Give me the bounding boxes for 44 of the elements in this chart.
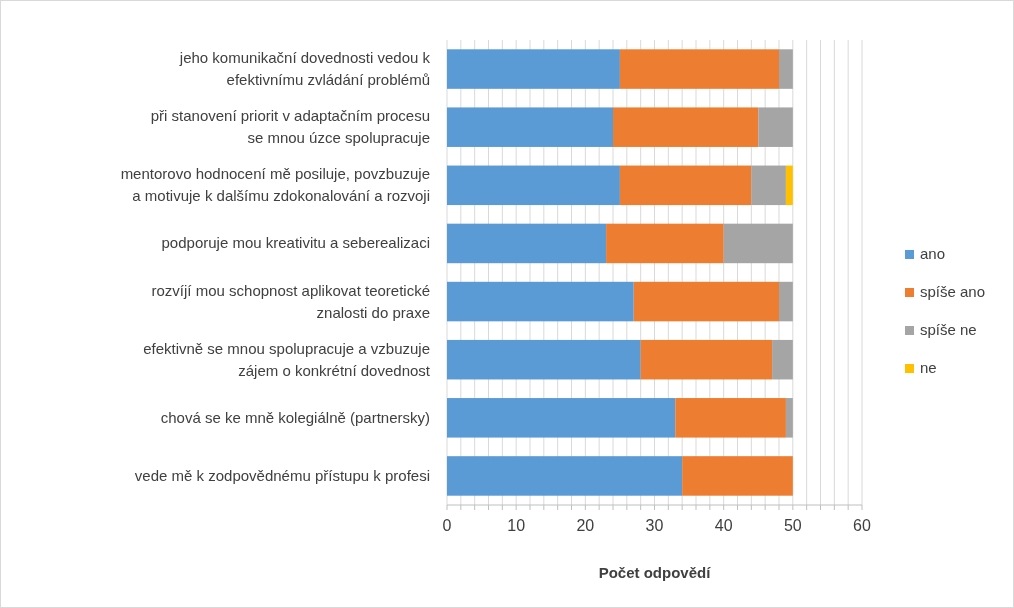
bar bbox=[447, 165, 620, 206]
bar bbox=[758, 107, 793, 147]
x-tick-label: 30 bbox=[645, 517, 664, 534]
x-tick-label: 60 bbox=[853, 517, 871, 534]
x-tick-label: 10 bbox=[507, 517, 526, 534]
bar bbox=[447, 281, 634, 322]
y-tick-label: jeho komunikační dovednosti vedou k efektivnímu zvládání problémů bbox=[178, 49, 431, 89]
x-tick-label: 40 bbox=[714, 517, 733, 534]
bar bbox=[447, 49, 620, 89]
bar bbox=[779, 281, 793, 322]
legend-label: ano bbox=[920, 245, 946, 262]
bar bbox=[675, 398, 786, 438]
y-tick-label: efektivně se mnou spolupracuje a vzbuzuje zájem o konkrétní dovednost bbox=[143, 339, 431, 379]
bar bbox=[640, 339, 773, 380]
bar bbox=[447, 456, 683, 496]
y-tick-label: chová se ke mně kolegiálně (partnersky) bbox=[160, 408, 430, 426]
y-tick-label: vede mě k zodpovědnému přístupu k profesi bbox=[134, 466, 430, 484]
bar bbox=[785, 165, 793, 206]
bar bbox=[606, 223, 724, 264]
bar bbox=[447, 339, 641, 380]
bar bbox=[723, 223, 793, 264]
bar bbox=[447, 223, 607, 264]
bar bbox=[772, 339, 793, 380]
bar bbox=[447, 398, 676, 438]
x-tick-label: 50 bbox=[783, 517, 802, 534]
bar bbox=[682, 456, 793, 496]
bar bbox=[751, 165, 786, 206]
y-tick-label: při stanovení priorit v adaptačním procesu se mnou úzce spolupracuje bbox=[150, 107, 430, 147]
x-axis-title: Počet odpovědí bbox=[598, 564, 712, 581]
legend-label: ne bbox=[920, 359, 937, 376]
bar bbox=[785, 398, 793, 438]
y-tick-label: podporuje mou kreativitu a seberealizaci bbox=[161, 234, 430, 252]
bar bbox=[633, 281, 779, 322]
bar bbox=[619, 49, 779, 89]
y-tick-label: mentorovo hodnocení mě posiluje, povzbuzuje a motivuje k dalšímu zdokonalování a rozvoji bbox=[120, 165, 430, 205]
legend-label: spíše ne bbox=[920, 321, 977, 338]
bar bbox=[619, 165, 752, 206]
legend-label: spíše ano bbox=[920, 283, 986, 300]
x-tick-label: 0 bbox=[442, 517, 452, 534]
bar bbox=[779, 49, 793, 89]
bar bbox=[613, 107, 759, 147]
x-tick-label: 20 bbox=[576, 517, 595, 534]
bar bbox=[447, 107, 613, 147]
y-tick-label: rozvíjí mou schopnost aplikovat teoretické znalosti do praxe bbox=[151, 281, 430, 321]
